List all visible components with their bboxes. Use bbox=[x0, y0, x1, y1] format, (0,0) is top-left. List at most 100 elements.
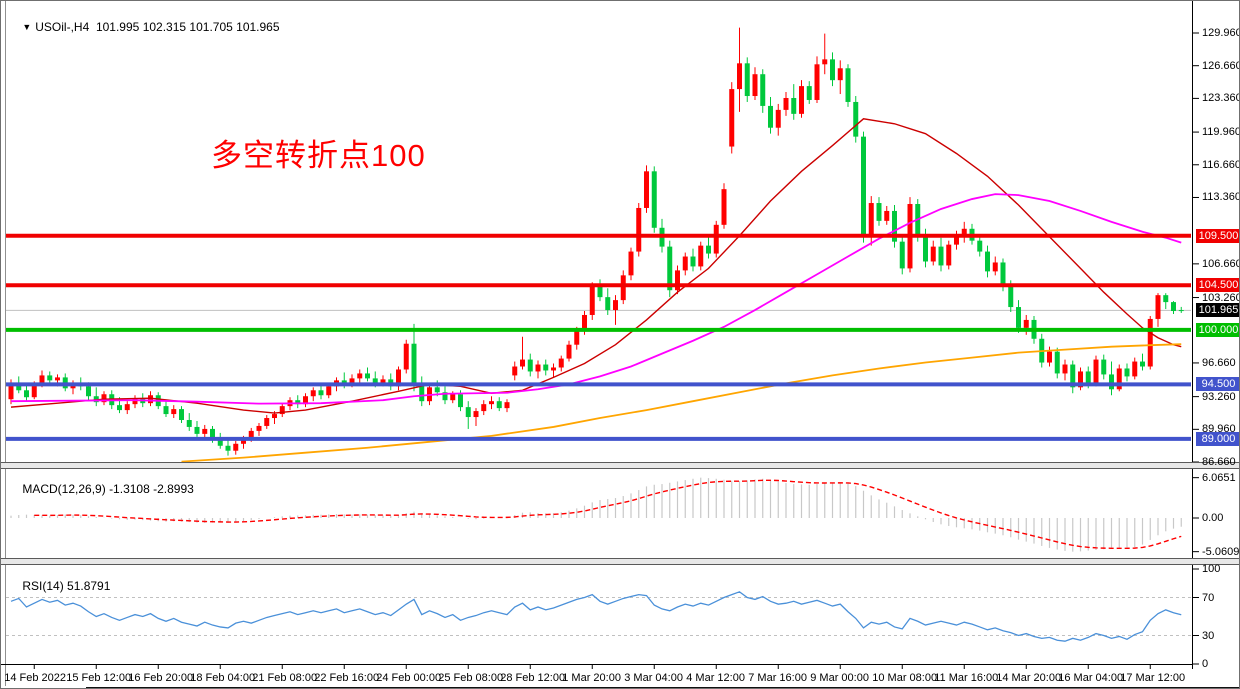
symbol-dropdown-icon[interactable]: ▼ bbox=[22, 22, 32, 32]
price-axis-line[interactable] bbox=[1192, 1, 1193, 669]
candle-body bbox=[535, 364, 541, 372]
candle-body bbox=[403, 343, 409, 370]
candle-body bbox=[938, 246, 944, 266]
candle-body bbox=[1093, 359, 1099, 384]
candle-body bbox=[822, 59, 828, 65]
candle-body bbox=[892, 210, 897, 242]
candle-body bbox=[210, 428, 215, 440]
candle-body bbox=[698, 245, 704, 267]
price-tick-label: 113.360 bbox=[1202, 191, 1240, 204]
candle-body bbox=[295, 400, 301, 405]
candle-body bbox=[1101, 359, 1107, 375]
candle-body bbox=[55, 377, 60, 381]
pane-splitter-macd[interactable] bbox=[1, 462, 1239, 469]
rsi-tick-label: 70 bbox=[1202, 591, 1215, 604]
candle-body bbox=[1016, 307, 1021, 328]
slow-ma-line[interactable] bbox=[181, 343, 1182, 463]
candle-body bbox=[589, 286, 595, 315]
candle-body bbox=[752, 74, 758, 97]
candle-body bbox=[837, 68, 843, 81]
candle-body bbox=[241, 438, 246, 444]
candle-body bbox=[233, 443, 239, 451]
candle-body bbox=[1078, 371, 1083, 388]
candle-body bbox=[272, 414, 277, 419]
candle-body bbox=[566, 344, 572, 359]
price-badge-89.000[interactable]: 89.000 bbox=[1196, 431, 1239, 446]
macd-tick-label: 0.00 bbox=[1202, 512, 1224, 524]
candle-body bbox=[248, 430, 254, 439]
time-tick-label: 7 Mar 16:00 bbox=[748, 672, 807, 684]
candle-body bbox=[86, 386, 91, 397]
candle-body bbox=[458, 394, 463, 408]
rsi-tick-label: 0 bbox=[1202, 658, 1209, 670]
candle-body bbox=[1023, 319, 1029, 328]
candle-body bbox=[636, 207, 642, 252]
candle-body bbox=[419, 384, 425, 402]
candle-body bbox=[946, 244, 952, 266]
candle-body bbox=[977, 240, 983, 252]
candle-body bbox=[713, 224, 719, 254]
candle-body bbox=[853, 101, 859, 137]
fast-ma-line[interactable] bbox=[10, 118, 1182, 414]
candle-body bbox=[1147, 318, 1153, 367]
time-tick-label: 16 Feb 20:00 bbox=[128, 672, 194, 684]
candle-body bbox=[1171, 302, 1176, 312]
pane-splitter-rsi[interactable] bbox=[1, 558, 1239, 565]
candle-body bbox=[365, 373, 370, 379]
macd-tick-label: -5.0609 bbox=[1202, 545, 1240, 558]
candle-body bbox=[954, 235, 959, 245]
candle-body bbox=[706, 245, 711, 254]
time-tick-label: 21 Feb 08:00 bbox=[252, 672, 318, 684]
candle-body bbox=[47, 375, 53, 381]
candle-body bbox=[744, 63, 750, 97]
candle-body bbox=[899, 241, 905, 269]
candle-body bbox=[24, 390, 29, 398]
candle-body bbox=[806, 86, 812, 100]
candle-body bbox=[442, 392, 448, 401]
rsi-indicator-label: RSI(14) 51.8791 bbox=[9, 565, 110, 607]
price-badge-94.500[interactable]: 94.500 bbox=[1196, 377, 1239, 392]
price-tick-label: 103.260 bbox=[1202, 291, 1240, 304]
candle-body bbox=[512, 366, 518, 376]
time-tick-label: 14 Mar 20:00 bbox=[996, 672, 1062, 684]
ohlc-close: 101.965 bbox=[236, 20, 280, 34]
price-tick-label: 119.960 bbox=[1202, 126, 1240, 139]
candle-body bbox=[628, 251, 634, 276]
mid-ma-line[interactable] bbox=[10, 193, 1182, 405]
candle-body bbox=[31, 384, 37, 398]
candle-body bbox=[1062, 364, 1068, 374]
candle-body bbox=[558, 358, 564, 368]
window-left-edge bbox=[5, 1, 6, 686]
price-tick-label: 126.660 bbox=[1202, 59, 1240, 72]
price-tick-label: 93.260 bbox=[1202, 390, 1236, 403]
candle-body bbox=[1008, 286, 1014, 308]
candle-body bbox=[489, 401, 494, 405]
candle-body bbox=[799, 86, 804, 114]
candle-body bbox=[644, 171, 649, 208]
candle-body bbox=[225, 445, 231, 451]
time-tick-label: 3 Mar 04:00 bbox=[624, 672, 683, 684]
candle-body bbox=[1054, 351, 1060, 374]
time-tick-label: 16 Mar 04:00 bbox=[1058, 672, 1124, 684]
ohlc-low: 101.705 bbox=[189, 20, 233, 34]
price-badge-109.500[interactable]: 109.500 bbox=[1196, 228, 1239, 243]
candle-body bbox=[318, 390, 324, 396]
current-price-badge[interactable]: 101.965 bbox=[1196, 303, 1239, 318]
candle-body bbox=[465, 407, 471, 418]
candle-body bbox=[303, 396, 308, 405]
candle-body bbox=[194, 426, 200, 434]
time-axis-line[interactable] bbox=[1, 664, 1193, 665]
price-badge-104.500[interactable]: 104.500 bbox=[1196, 278, 1239, 293]
macd-indicator-label: MACD(12,26,9) -1.3108 -2.8993 bbox=[9, 468, 193, 510]
time-tick-label: 9 Mar 00:00 bbox=[810, 672, 869, 684]
symbol-title: ▼ USOil-,H4 101.995 102.315 101.705 101.9… bbox=[9, 6, 280, 48]
time-tick-label: 24 Feb 00:00 bbox=[376, 672, 442, 684]
candle-body bbox=[279, 406, 285, 415]
time-tick-label: 10 Mar 08:00 bbox=[872, 672, 938, 684]
candle-body bbox=[163, 406, 169, 415]
candle-body bbox=[186, 420, 192, 427]
price-badge-100.000[interactable]: 100.000 bbox=[1196, 322, 1239, 337]
candle-body bbox=[434, 387, 440, 393]
